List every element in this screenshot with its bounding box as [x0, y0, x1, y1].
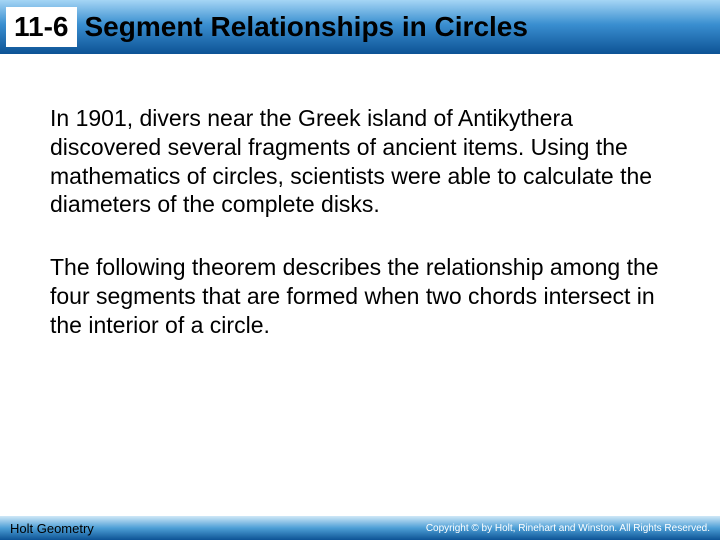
paragraph-1: In 1901, divers near the Greek island of… — [50, 104, 680, 219]
slide-content: In 1901, divers near the Greek island of… — [0, 54, 720, 393]
slide-title: Segment Relationships in Circles — [85, 11, 528, 43]
chapter-number: 11-6 — [6, 7, 77, 47]
footer-brand: Holt Geometry — [10, 521, 94, 536]
slide-header: 11-6 Segment Relationships in Circles — [0, 0, 720, 54]
paragraph-2: The following theorem describes the rela… — [50, 253, 680, 339]
footer-copyright: Copyright © by Holt, Rinehart and Winsto… — [426, 523, 710, 534]
slide-footer: Holt Geometry Copyright © by Holt, Rineh… — [0, 516, 720, 540]
